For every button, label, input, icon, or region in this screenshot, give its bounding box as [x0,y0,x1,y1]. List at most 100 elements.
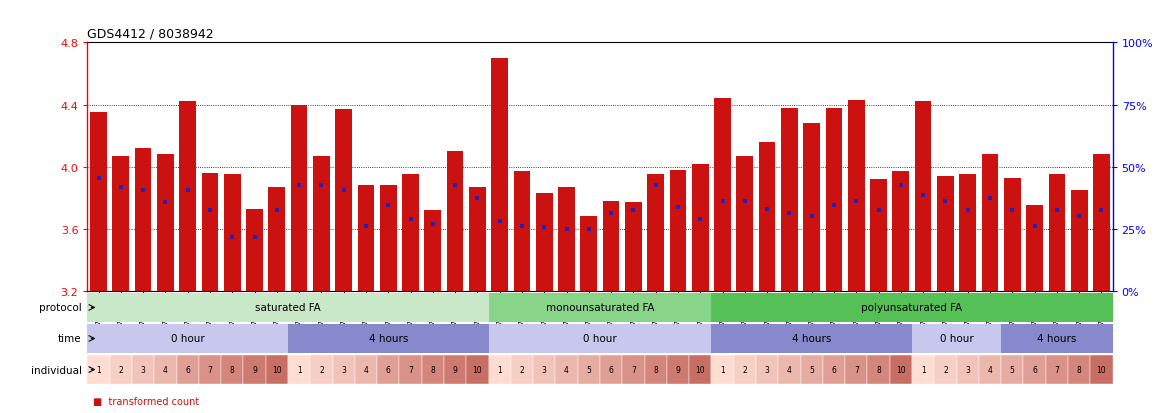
Bar [826,109,842,291]
Bar [915,102,932,291]
Bar [1068,355,1090,384]
Text: 2: 2 [119,365,123,374]
Text: 6: 6 [185,365,190,374]
Bar [90,113,107,291]
Bar [492,59,508,291]
Bar [1004,178,1021,291]
Text: 1: 1 [920,365,925,374]
Text: 3: 3 [966,365,970,374]
Bar [199,355,221,384]
Text: 8: 8 [876,365,881,374]
Bar [778,355,800,384]
Text: GDS4412 / 8038942: GDS4412 / 8038942 [87,28,214,41]
Text: 4: 4 [564,365,569,374]
Bar [602,202,620,291]
Text: 10: 10 [1096,365,1107,374]
Text: 6: 6 [1032,365,1037,374]
Text: 3: 3 [764,365,770,374]
Text: ■  transformed count: ■ transformed count [93,396,199,406]
Bar [514,172,530,291]
Bar [510,355,534,384]
Bar [644,355,666,384]
Bar [291,105,308,291]
Bar [714,99,730,291]
Bar [177,355,199,384]
Text: 2: 2 [742,365,747,374]
Text: 1: 1 [497,365,502,374]
Text: 6: 6 [386,365,390,374]
Bar [556,355,578,384]
Bar [444,355,466,384]
Bar [288,355,310,384]
Bar [377,355,400,384]
Bar [202,173,218,291]
Bar [712,324,912,353]
Text: individual: individual [30,365,82,375]
Bar [712,355,734,384]
Text: 7: 7 [1054,365,1059,374]
Bar [712,293,1113,322]
Text: 4: 4 [363,365,368,374]
Bar [332,355,355,384]
Bar [912,355,934,384]
Bar [804,124,820,291]
Text: 10: 10 [896,365,905,374]
Bar [1046,355,1068,384]
Text: 1: 1 [97,365,101,374]
Bar [534,355,556,384]
Bar [892,172,909,291]
Bar [690,355,712,384]
Text: 3: 3 [542,365,546,374]
Text: 8: 8 [230,365,234,374]
Text: 7: 7 [408,365,412,374]
Bar [868,355,890,384]
Bar [1001,324,1113,353]
Bar [1001,355,1023,384]
Bar [336,110,352,291]
Text: 8: 8 [1076,365,1081,374]
Bar [313,157,330,291]
Text: 0 hour: 0 hour [171,334,205,344]
Bar [488,355,510,384]
Bar [154,355,177,384]
Bar [87,293,488,322]
Bar [600,355,622,384]
Bar [959,175,976,291]
Bar [692,164,708,291]
Bar [488,293,712,322]
Bar [179,102,196,291]
Bar [1071,190,1087,291]
Text: 8: 8 [430,365,436,374]
Bar [87,324,288,353]
Text: 2: 2 [520,365,524,374]
Bar [800,355,822,384]
Bar [536,194,552,291]
Bar [848,101,864,291]
Text: 7: 7 [854,365,859,374]
Bar [982,155,998,291]
Bar [822,355,845,384]
Text: 7: 7 [631,365,636,374]
Text: 9: 9 [453,365,458,374]
Bar [1090,355,1113,384]
Text: polyunsaturated FA: polyunsaturated FA [861,303,962,313]
Bar [890,355,912,384]
Bar [87,355,110,384]
Bar [870,180,887,291]
Bar [380,186,396,291]
Text: monounsaturated FA: monounsaturated FA [545,303,655,313]
Bar [845,355,868,384]
Bar [912,324,1001,353]
Text: 6: 6 [608,365,614,374]
Bar [622,355,644,384]
Text: 9: 9 [676,365,680,374]
Bar [756,355,778,384]
Bar [578,355,600,384]
Bar [224,175,241,291]
Text: 0 hour: 0 hour [940,334,974,344]
Bar [469,188,486,291]
Text: 5: 5 [1010,365,1015,374]
Text: 4: 4 [163,365,168,374]
Bar [670,171,686,291]
Bar [736,157,754,291]
